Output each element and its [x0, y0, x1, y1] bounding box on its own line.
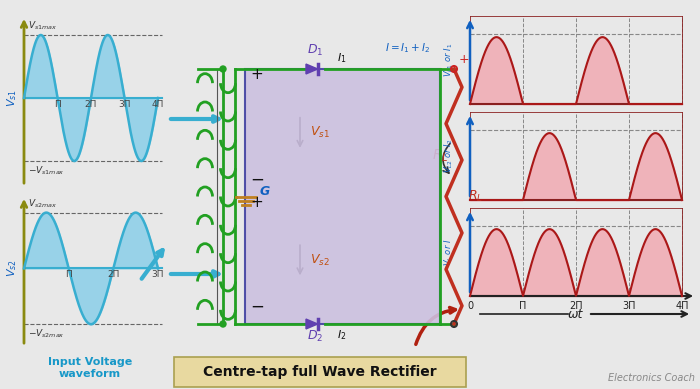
- Text: $V_L$ or $I$: $V_L$ or $I$: [442, 238, 455, 266]
- Text: $V_{s2}$: $V_{s2}$: [5, 259, 19, 277]
- Text: $I = I_1 + I_2$: $I = I_1 + I_2$: [384, 41, 430, 55]
- Circle shape: [220, 321, 226, 327]
- Text: Input Voltage
waveform: Input Voltage waveform: [48, 357, 132, 378]
- Text: Π: Π: [54, 100, 61, 109]
- Text: $-V_{s2max}$: $-V_{s2max}$: [28, 327, 64, 340]
- Text: 4Π: 4Π: [676, 301, 689, 311]
- Text: 2Π: 2Π: [569, 301, 583, 311]
- Text: 3Π: 3Π: [622, 301, 636, 311]
- Text: ωt: ωt: [568, 307, 584, 321]
- FancyBboxPatch shape: [245, 69, 440, 324]
- Text: $V_{L1}$ or $I_1$: $V_{L1}$ or $I_1$: [442, 43, 455, 77]
- Text: $D_2$: $D_2$: [307, 329, 323, 344]
- Text: 4Π: 4Π: [152, 100, 164, 109]
- Text: 2Π: 2Π: [107, 270, 120, 279]
- Text: Output Voltage
Waveform: Output Voltage Waveform: [323, 361, 417, 383]
- FancyBboxPatch shape: [174, 357, 466, 387]
- Text: +: +: [251, 67, 263, 82]
- Text: $V_{s1}$: $V_{s1}$: [5, 89, 19, 107]
- Text: +: +: [459, 53, 470, 66]
- Text: $I_2$: $I_2$: [337, 328, 346, 342]
- Text: G: G: [260, 184, 270, 198]
- Text: $V_{L2}$ or $I_2$: $V_{L2}$ or $I_2$: [442, 139, 455, 173]
- Text: 3Π: 3Π: [118, 100, 131, 109]
- Text: 3Π: 3Π: [152, 270, 164, 279]
- Polygon shape: [306, 319, 318, 329]
- Text: $I_1$: $I_1$: [337, 51, 346, 65]
- Text: $-V_{s1max}$: $-V_{s1max}$: [28, 164, 65, 177]
- Text: $R_L$: $R_L$: [468, 189, 483, 204]
- Text: −: −: [250, 298, 264, 316]
- Circle shape: [220, 66, 226, 72]
- Text: 2Π: 2Π: [85, 100, 97, 109]
- Text: −: −: [250, 170, 264, 189]
- Text: Centre-tap full Wave Rectifier: Centre-tap full Wave Rectifier: [203, 365, 437, 379]
- Text: +: +: [251, 194, 263, 210]
- Text: $D_1$: $D_1$: [307, 43, 323, 58]
- Text: $R_L$: $R_L$: [432, 148, 448, 164]
- Polygon shape: [306, 64, 318, 74]
- Text: 0: 0: [467, 301, 473, 311]
- Text: $V_{s2}$: $V_{s2}$: [310, 253, 330, 268]
- Text: $V_{s1max}$: $V_{s1max}$: [28, 19, 57, 32]
- Text: Electronics Coach: Electronics Coach: [608, 373, 695, 383]
- Text: Π: Π: [65, 270, 72, 279]
- Text: $V_{s1}$: $V_{s1}$: [310, 125, 330, 140]
- Text: Π: Π: [519, 301, 526, 311]
- Text: $V_{s2max}$: $V_{s2max}$: [28, 197, 57, 210]
